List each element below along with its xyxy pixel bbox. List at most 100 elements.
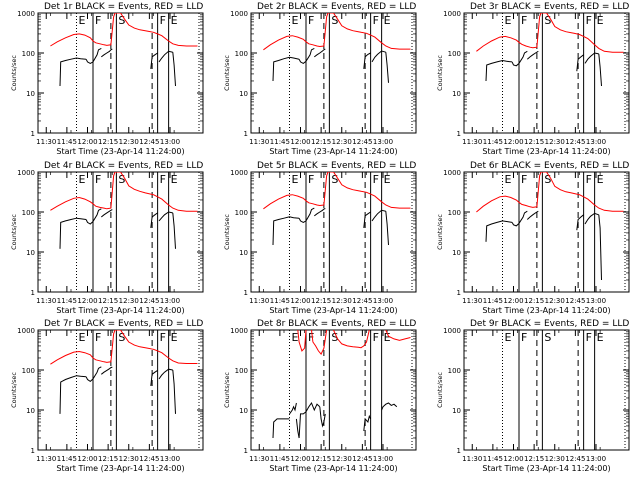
- marker-label: F: [521, 331, 527, 344]
- events-series-line: [526, 50, 539, 60]
- marker-label: E: [384, 173, 391, 186]
- events-series-line: [59, 375, 87, 414]
- y-tick-label: 100: [448, 50, 461, 58]
- x-tick-label: 12:30: [332, 297, 352, 305]
- x-tick-label: 12:30: [332, 455, 352, 463]
- chart-panel-7: Det 7r BLACK = Events, RED = LLD 1 10 100 10…: [10, 319, 204, 473]
- events-series-line: [150, 369, 158, 386]
- plot-area: [263, 172, 411, 246]
- marker-label: S: [118, 331, 125, 344]
- y-tick-label: 1000: [17, 10, 35, 18]
- y-tick-label: 10: [452, 249, 461, 257]
- x-tick-label: 11:30: [36, 138, 56, 146]
- events-series-line: [272, 216, 300, 246]
- plot-frame: [250, 12, 417, 134]
- x-tick-label: 11:30: [249, 138, 269, 146]
- x-axis-label: Start Time (23-Apr-14 11:24:00): [56, 306, 184, 315]
- x-tick-label: 12:00: [77, 455, 97, 463]
- marker-label: E: [597, 331, 604, 344]
- y-tick-label: 1: [457, 130, 461, 138]
- events-series-line: [576, 214, 584, 231]
- marker-label: E: [171, 14, 178, 27]
- plot-frame: [463, 329, 630, 451]
- marker-label: E: [79, 14, 86, 27]
- y-axis-label: Counts/sec: [10, 214, 18, 250]
- y-tick-label: 1: [31, 289, 35, 297]
- events-series-line: [172, 369, 176, 414]
- marker-label: S: [544, 173, 551, 186]
- x-tick-label: 11:45: [483, 455, 503, 463]
- events-series-line: [158, 211, 173, 222]
- x-tick-label: 12:45: [352, 138, 372, 146]
- marker-label: E: [79, 331, 86, 344]
- marker-label: F: [373, 173, 379, 186]
- marker-label: F: [586, 173, 592, 186]
- chart-panel-6: Det 6r BLACK = Events, RED = LLD 1 10 100 10…: [436, 161, 630, 315]
- events-series-line: [59, 217, 87, 249]
- y-tick-label: 1: [244, 130, 248, 138]
- x-tick-label: 12:00: [77, 138, 97, 146]
- chart-title: Det 8r BLACK = Events, RED = LLD: [257, 319, 416, 329]
- plot-area: [476, 13, 624, 87]
- y-axis-label: Counts/sec: [223, 214, 231, 250]
- events-series-line: [85, 366, 102, 383]
- marker-label: E: [597, 14, 604, 27]
- lld-series-line: [297, 330, 307, 352]
- y-tick-label: 1: [31, 447, 35, 455]
- x-axis-label: Start Time (23-Apr-14 11:24:00): [482, 147, 610, 156]
- marker-label: F: [160, 14, 166, 27]
- y-tick-label: 10: [452, 90, 461, 98]
- marker-label: E: [292, 331, 299, 344]
- x-tick-label: 12:30: [119, 455, 139, 463]
- chart-panel-3: Det 3r BLACK = Events, RED = LLD 1 10 100 10…: [436, 2, 630, 156]
- x-tick-label: 11:30: [249, 297, 269, 305]
- x-tick-label: 11:45: [57, 297, 77, 305]
- x-tick-label: 12:00: [290, 455, 310, 463]
- x-tick-label: 12:30: [545, 297, 565, 305]
- y-tick-label: 1: [31, 130, 35, 138]
- lld-series-line: [333, 330, 370, 349]
- marker-label: E: [384, 331, 391, 344]
- x-axis-label: Start Time (23-Apr-14 11:24:00): [269, 147, 397, 156]
- y-tick-label: 1: [244, 289, 248, 297]
- events-series-line: [158, 368, 173, 380]
- chart-panel-4: Det 4r BLACK = Events, RED = LLD 1 10 100 10…: [10, 161, 204, 315]
- events-series-line: [158, 50, 173, 63]
- marker-label: E: [384, 14, 391, 27]
- events-series-line: [298, 207, 315, 223]
- events-series-line: [381, 402, 398, 411]
- events-series-line: [59, 57, 87, 87]
- marker-label: S: [331, 14, 338, 27]
- x-tick-label: 13:00: [586, 455, 606, 463]
- marker-label: F: [160, 173, 166, 186]
- x-tick-label: 12:15: [98, 297, 118, 305]
- chart-title: Det 5r BLACK = Events, RED = LLD: [257, 161, 416, 171]
- y-axis-label: Counts/sec: [436, 55, 444, 91]
- lld-series-line: [476, 13, 624, 53]
- x-tick-label: 13:00: [373, 138, 393, 146]
- chart-panel-9: Det 9r BLACK = Events, RED = LLD 1 10 100 10…: [436, 319, 630, 473]
- chart-panel-5: Det 5r BLACK = Events, RED = LLD 1 10 100 10…: [223, 161, 417, 315]
- marker-label: E: [292, 14, 299, 27]
- x-tick-label: 13:00: [586, 138, 606, 146]
- events-series-line: [313, 208, 326, 217]
- x-tick-label: 11:30: [36, 455, 56, 463]
- x-tick-label: 12:00: [503, 297, 523, 305]
- y-tick-label: 1000: [17, 169, 35, 177]
- marker-label: F: [308, 331, 314, 344]
- marker-label: F: [308, 14, 314, 27]
- events-series-line: [298, 401, 321, 439]
- plot-frame: [463, 171, 630, 293]
- x-tick-label: 11:45: [270, 455, 290, 463]
- chart-title: Det 4r BLACK = Events, RED = LLD: [44, 161, 203, 171]
- marker-label: E: [505, 14, 512, 27]
- y-tick-label: 1000: [443, 10, 461, 18]
- x-axis-label: Start Time (23-Apr-14 11:24:00): [269, 464, 397, 473]
- events-series-line: [371, 209, 386, 222]
- plot-area: [50, 330, 198, 414]
- events-series-line: [576, 54, 584, 72]
- chart-title: Det 7r BLACK = Events, RED = LLD: [44, 319, 203, 329]
- x-tick-label: 12:15: [311, 455, 331, 463]
- y-tick-label: 1000: [443, 169, 461, 177]
- y-tick-label: 10: [452, 407, 461, 415]
